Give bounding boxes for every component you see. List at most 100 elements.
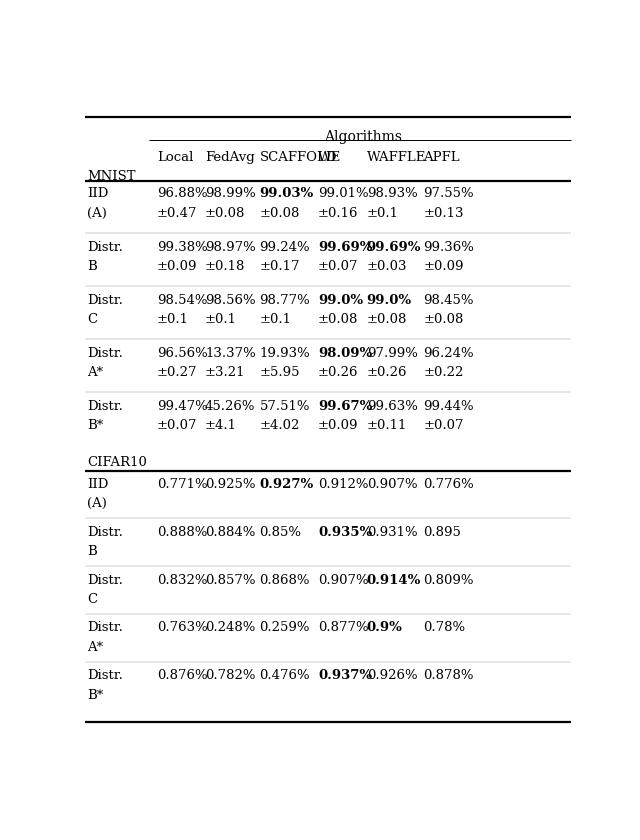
Text: ±0.1: ±0.1 xyxy=(260,313,292,326)
Text: 0.931%: 0.931% xyxy=(367,526,417,538)
Text: Distr.: Distr. xyxy=(88,293,124,307)
Text: 0.925%: 0.925% xyxy=(205,478,255,491)
Text: 0.9%: 0.9% xyxy=(367,622,403,634)
Text: 0.927%: 0.927% xyxy=(260,478,314,491)
Text: 98.54%: 98.54% xyxy=(157,293,207,307)
Text: 0.937%: 0.937% xyxy=(318,669,372,682)
Text: Algorithms: Algorithms xyxy=(324,130,402,144)
Text: B: B xyxy=(88,260,97,273)
Text: ±0.16: ±0.16 xyxy=(318,207,358,220)
Text: ±0.1: ±0.1 xyxy=(157,313,189,326)
Text: Distr.: Distr. xyxy=(88,622,124,634)
Text: 98.09%: 98.09% xyxy=(318,347,372,360)
Text: WE: WE xyxy=(318,151,341,165)
Text: 0.895: 0.895 xyxy=(423,526,461,538)
Text: 13.37%: 13.37% xyxy=(205,347,256,360)
Text: 98.97%: 98.97% xyxy=(205,240,256,254)
Text: ±0.17: ±0.17 xyxy=(260,260,300,273)
Text: 57.51%: 57.51% xyxy=(260,400,310,412)
Text: 99.38%: 99.38% xyxy=(157,240,207,254)
Text: FedAvg: FedAvg xyxy=(205,151,255,165)
Text: 0.78%: 0.78% xyxy=(423,622,465,634)
Text: ±4.02: ±4.02 xyxy=(260,419,300,432)
Text: ±4.1: ±4.1 xyxy=(205,419,237,432)
Text: ±0.26: ±0.26 xyxy=(318,366,358,379)
Text: 0.877%: 0.877% xyxy=(318,622,369,634)
Text: 97.55%: 97.55% xyxy=(423,187,474,201)
Text: WAFFLE: WAFFLE xyxy=(367,151,426,165)
Text: 0.884%: 0.884% xyxy=(205,526,255,538)
Text: Distr.: Distr. xyxy=(88,347,124,360)
Text: 98.93%: 98.93% xyxy=(367,187,417,201)
Text: ±0.11: ±0.11 xyxy=(367,419,407,432)
Text: Distr.: Distr. xyxy=(88,669,124,682)
Text: ±0.26: ±0.26 xyxy=(367,366,407,379)
Text: 0.763%: 0.763% xyxy=(157,622,207,634)
Text: ±0.18: ±0.18 xyxy=(205,260,245,273)
Text: 0.832%: 0.832% xyxy=(157,574,207,586)
Text: ±0.09: ±0.09 xyxy=(318,419,358,432)
Text: ±0.13: ±0.13 xyxy=(423,207,464,220)
Text: 0.914%: 0.914% xyxy=(367,574,421,586)
Text: ±0.47: ±0.47 xyxy=(157,207,197,220)
Text: 99.69%: 99.69% xyxy=(367,240,421,254)
Text: 0.907%: 0.907% xyxy=(318,574,369,586)
Text: 0.771%: 0.771% xyxy=(157,478,207,491)
Text: 96.88%: 96.88% xyxy=(157,187,207,201)
Text: 99.63%: 99.63% xyxy=(367,400,417,412)
Text: 99.44%: 99.44% xyxy=(423,400,474,412)
Text: B*: B* xyxy=(88,419,104,432)
Text: 0.888%: 0.888% xyxy=(157,526,207,538)
Text: 99.36%: 99.36% xyxy=(423,240,474,254)
Text: 0.776%: 0.776% xyxy=(423,478,474,491)
Text: Distr.: Distr. xyxy=(88,526,124,538)
Text: ±0.07: ±0.07 xyxy=(423,419,464,432)
Text: 0.248%: 0.248% xyxy=(205,622,255,634)
Text: 99.67%: 99.67% xyxy=(318,400,372,412)
Text: 0.782%: 0.782% xyxy=(205,669,255,682)
Text: 99.0%: 99.0% xyxy=(367,293,412,307)
Text: C: C xyxy=(88,593,97,606)
Text: 0.259%: 0.259% xyxy=(260,622,310,634)
Text: ±0.22: ±0.22 xyxy=(423,366,463,379)
Text: 99.03%: 99.03% xyxy=(260,187,314,201)
Text: ±0.08: ±0.08 xyxy=(367,313,407,326)
Text: 98.99%: 98.99% xyxy=(205,187,256,201)
Text: 0.857%: 0.857% xyxy=(205,574,255,586)
Text: Distr.: Distr. xyxy=(88,574,124,586)
Text: 96.56%: 96.56% xyxy=(157,347,207,360)
Text: (A): (A) xyxy=(88,497,108,510)
Text: 19.93%: 19.93% xyxy=(260,347,310,360)
Text: C: C xyxy=(88,313,97,326)
Text: MNIST: MNIST xyxy=(88,170,136,183)
Text: A*: A* xyxy=(88,641,104,654)
Text: ±0.07: ±0.07 xyxy=(318,260,358,273)
Text: 99.01%: 99.01% xyxy=(318,187,369,201)
Text: 45.26%: 45.26% xyxy=(205,400,255,412)
Text: ±3.21: ±3.21 xyxy=(205,366,246,379)
Text: ±0.03: ±0.03 xyxy=(367,260,407,273)
Text: 98.77%: 98.77% xyxy=(260,293,310,307)
Text: B*: B* xyxy=(88,689,104,701)
Text: 98.45%: 98.45% xyxy=(423,293,474,307)
Text: 0.809%: 0.809% xyxy=(423,574,474,586)
Text: IID: IID xyxy=(88,187,109,201)
Text: ±0.09: ±0.09 xyxy=(157,260,197,273)
Text: A*: A* xyxy=(88,366,104,379)
Text: ±0.27: ±0.27 xyxy=(157,366,197,379)
Text: 97.99%: 97.99% xyxy=(367,347,417,360)
Text: 0.912%: 0.912% xyxy=(318,478,369,491)
Text: 0.926%: 0.926% xyxy=(367,669,417,682)
Text: APFL: APFL xyxy=(423,151,460,165)
Text: ±0.07: ±0.07 xyxy=(157,419,197,432)
Text: (A): (A) xyxy=(88,207,108,220)
Text: ±0.1: ±0.1 xyxy=(367,207,399,220)
Text: 0.868%: 0.868% xyxy=(260,574,310,586)
Text: 96.24%: 96.24% xyxy=(423,347,474,360)
Text: Local: Local xyxy=(157,151,193,165)
Text: 99.0%: 99.0% xyxy=(318,293,364,307)
Text: SCAFFOLD: SCAFFOLD xyxy=(260,151,337,165)
Text: ±0.08: ±0.08 xyxy=(260,207,300,220)
Text: B: B xyxy=(88,545,97,558)
Text: ±0.08: ±0.08 xyxy=(423,313,463,326)
